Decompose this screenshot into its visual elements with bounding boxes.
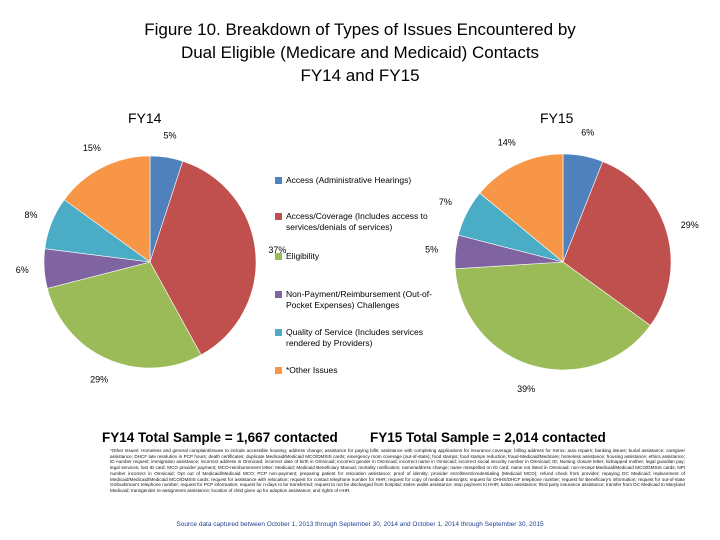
legend-item-non-payment: Non-Payment/Reimbursement (Out-of-Pocket… — [275, 289, 445, 311]
legend-swatch — [275, 177, 282, 184]
fy14-label-non-payment: 6% — [16, 265, 29, 275]
fy15-sample-size: FY15 Total Sample = 2,014 contacted — [370, 430, 606, 445]
pie-charts: 5% 37% 29% 6% 8% 15% 6% 29% 39% 5% 7% 14% — [16, 127, 699, 394]
legend-item-access: Access (Administrative Hearings) — [275, 175, 411, 186]
legend-swatch — [275, 213, 282, 220]
legend-label: Non-Payment/Reimbursement (Out-of-Pocket… — [286, 289, 432, 310]
fy14-sample-size: FY14 Total Sample = 1,667 contacted — [102, 430, 338, 445]
legend-item-other-issues: *Other Issues — [275, 365, 338, 376]
fy15-label-quality-of-service: 7% — [439, 197, 452, 207]
title-line-2: Dual Eligible (Medicare and Medicaid) Co… — [180, 43, 540, 62]
fy15-label-access: 6% — [581, 127, 594, 137]
fy15-label-other-issues: 14% — [498, 138, 516, 148]
fy15-pie-heading: FY15 — [540, 110, 574, 126]
title-line-1: Figure 10. Breakdown of Types of Issues … — [144, 20, 576, 39]
source-note: Source data captured between October 1, … — [176, 521, 544, 528]
title-line-3: FY14 and FY15 — [300, 66, 420, 85]
legend-swatch — [275, 291, 282, 298]
legend-item-eligibility: Eligibility — [275, 251, 319, 262]
legend-swatch — [275, 253, 282, 260]
fy15-label-access-coverage: 29% — [681, 220, 699, 230]
other-issues-footnote: *Other Issues: Homeless and general comp… — [110, 448, 685, 493]
fy14-pie-heading: FY14 — [128, 110, 162, 126]
fy15-slice-eligibility — [454, 261, 651, 371]
fy14-label-eligibility: 29% — [90, 374, 108, 384]
legend-item-quality-of-service: Quality of Service (Includes services re… — [275, 327, 445, 349]
fy14-label-other-issues: 15% — [83, 143, 101, 153]
legend-label: Access/Coverage (Includes access to serv… — [286, 211, 428, 232]
legend-swatch — [275, 367, 282, 374]
fy14-label-access: 5% — [164, 131, 177, 141]
legend-label: *Other Issues — [286, 365, 338, 375]
legend-label: Eligibility — [286, 251, 320, 261]
chart-title: Figure 10. Breakdown of Types of Issues … — [0, 18, 720, 87]
fy15-label-non-payment: 5% — [425, 245, 438, 255]
fy14-slice-other-issues — [63, 155, 151, 263]
fy14-slice-access-coverage — [149, 160, 257, 356]
legend-label: Quality of Service (Includes services re… — [286, 327, 423, 348]
fy15-label-eligibility: 39% — [517, 384, 535, 394]
legend-swatch — [275, 329, 282, 336]
fy14-label-quality-of-service: 8% — [24, 210, 37, 220]
legend-item-access-coverage: Access/Coverage (Includes access to serv… — [275, 211, 445, 233]
legend-label: Access (Administrative Hearings) — [286, 175, 412, 185]
fy14-label-access-coverage: 37% — [268, 245, 286, 255]
fy15-slice-access-coverage — [562, 161, 672, 326]
fy15-slice-other-issues — [479, 153, 564, 263]
fy14-slice-eligibility — [46, 261, 202, 369]
